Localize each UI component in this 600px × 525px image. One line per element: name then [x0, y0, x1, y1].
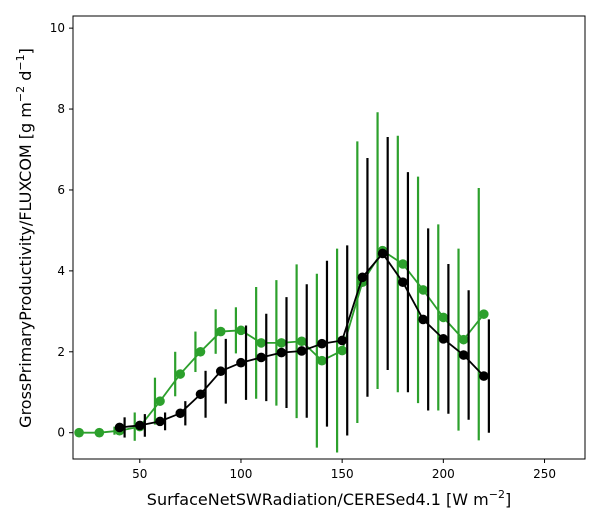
series-2	[114, 136, 490, 438]
data-point	[438, 312, 449, 323]
data-point	[175, 408, 186, 419]
x-tick-label: 150	[331, 467, 354, 481]
data-point	[479, 309, 489, 319]
data-point	[195, 389, 206, 400]
data-point	[479, 371, 489, 381]
x-tick-label: 250	[533, 467, 556, 481]
data-point	[317, 355, 327, 366]
y-tick-label: 8	[57, 102, 65, 116]
data-point	[357, 272, 368, 283]
data-point	[256, 352, 267, 363]
y-tick-label: 4	[57, 264, 65, 278]
data-point	[276, 347, 287, 358]
y-axis-label: GrossPrimaryProductivity/FLUXCOM [g m−2 …	[14, 48, 35, 428]
data-point	[175, 369, 186, 379]
data-point	[276, 338, 287, 348]
data-point	[215, 366, 226, 377]
x-axis: 50 100 150 200 250	[132, 459, 556, 481]
data-point	[398, 277, 408, 288]
y-tick-label: 0	[57, 426, 65, 440]
data-point	[337, 335, 347, 346]
x-tick-label: 50	[132, 467, 147, 481]
data-point	[418, 314, 428, 325]
data-point	[458, 334, 469, 345]
x-axis-label: SurfaceNetSWRadiation/CERESed4.1 [W m−2]	[147, 488, 511, 509]
data-point	[94, 427, 105, 438]
y-tick-label: 10	[50, 21, 65, 35]
data-point	[236, 325, 246, 336]
data-point	[195, 346, 206, 357]
data-point	[256, 338, 267, 348]
y-tick-label: 2	[57, 345, 65, 359]
data-point	[438, 334, 449, 344]
data-point	[215, 326, 226, 337]
data-point	[74, 427, 84, 438]
series-1	[74, 112, 489, 453]
data-point	[134, 420, 145, 431]
data-point	[296, 346, 307, 356]
data-point	[114, 422, 125, 433]
data-point	[337, 345, 347, 356]
data-point	[317, 338, 327, 349]
data-point	[155, 396, 165, 406]
x-tick-label: 100	[230, 467, 253, 481]
series-layer	[74, 112, 490, 453]
data-point	[398, 259, 408, 269]
data-point	[377, 248, 388, 259]
data-point	[296, 336, 307, 347]
data-point	[458, 350, 469, 360]
y-axis: 0 2 4 6 8 10	[50, 21, 73, 440]
x-tick-label: 200	[432, 467, 455, 481]
data-point	[418, 285, 428, 295]
plot-frame	[72, 15, 586, 460]
y-tick-label: 6	[57, 183, 65, 197]
data-point	[236, 357, 246, 368]
data-point	[155, 416, 165, 427]
